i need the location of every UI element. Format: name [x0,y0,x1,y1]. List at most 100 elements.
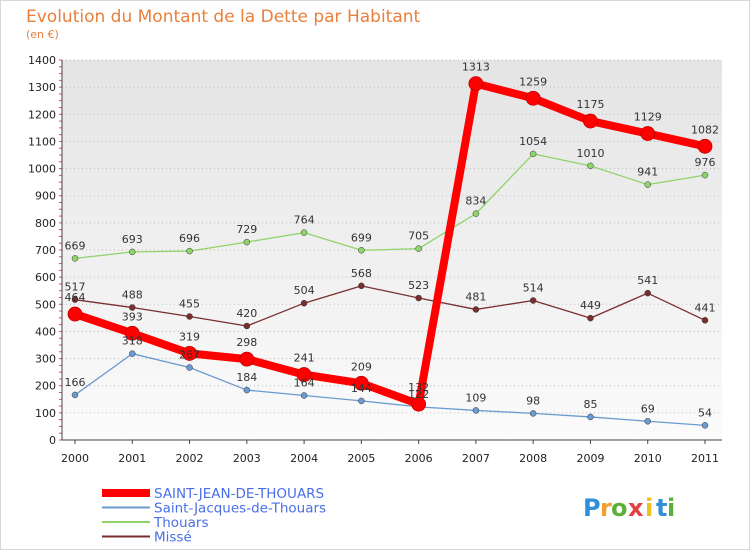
data-point [243,386,251,394]
data-point [243,238,251,246]
data-label: 834 [465,195,486,208]
y-tick-label: 200 [35,380,56,393]
data-point [411,396,427,412]
data-point [358,397,365,405]
series-line [73,79,706,409]
data-label: 267 [179,349,200,362]
data-point [300,299,308,307]
data-label: 523 [408,279,429,292]
data-point [239,351,255,367]
x-tick-label: 2000 [61,452,89,465]
y-tick-label: 500 [35,298,56,311]
data-point [71,391,79,399]
data-label: 696 [179,232,200,245]
data-label: 54 [698,406,712,419]
y-tick-label: 1300 [28,81,56,94]
data-label: 729 [236,223,257,236]
data-label: 98 [526,394,540,407]
data-label: 1259 [519,75,547,88]
data-point [243,322,251,330]
data-point [644,418,651,425]
data-label: 132 [408,381,429,394]
data-label: 1129 [634,111,662,124]
data-label: 166 [65,376,86,389]
chart-subtitle: (en €) [26,28,59,41]
data-point [529,150,537,158]
data-point [129,248,136,256]
series-0 [67,76,713,412]
data-label: 504 [294,284,315,297]
data-label: 517 [65,281,86,294]
data-point [358,247,365,254]
data-point [186,247,193,255]
data-label: 420 [236,307,257,320]
data-point [701,422,709,429]
data-label: 941 [637,166,658,179]
data-point [71,255,79,262]
data-label: 318 [122,335,143,348]
logo-letter: o [611,494,628,522]
legend-label: Missé [154,530,192,546]
data-point [186,364,193,371]
data-label: 976 [695,156,716,169]
data-point [587,314,594,322]
data-label: 441 [695,301,716,314]
x-tick-label: 2004 [290,452,318,465]
y-tick-label: 900 [35,190,56,203]
series-line [74,353,706,426]
x-tick-label: 2009 [576,452,604,465]
data-label: 455 [179,298,200,311]
logo-letter: P [583,494,601,522]
y-tick-label: 0 [49,434,56,447]
y-tick-label: 700 [35,244,56,257]
legend-label: Saint-Jacques-de-Thouars [154,501,326,517]
data-label: 1054 [519,135,547,148]
data-point [644,289,651,297]
data-point [472,407,480,414]
legend: SAINT-JEAN-DE-THOUARSSaint-Jacques-de-Th… [102,486,326,546]
data-point [415,245,422,252]
data-point [587,413,594,421]
data-point [67,306,83,322]
data-point [697,138,713,154]
data-label: 1175 [576,98,604,111]
data-label: 568 [351,267,372,280]
data-label: 488 [122,289,143,302]
data-label: 184 [236,371,257,384]
logo-letter: x [628,494,644,522]
data-label: 541 [637,274,658,287]
logo-letter: i [645,494,653,522]
data-label: 514 [523,281,544,294]
data-point [129,350,136,357]
data-point [129,304,136,311]
x-tick-label: 2001 [118,452,146,465]
data-label: 464 [65,291,86,304]
data-point [186,313,193,320]
data-point [300,392,308,399]
x-tick-label: 2006 [405,452,433,465]
x-tick-label: 2007 [462,452,490,465]
data-label: 393 [122,310,143,323]
data-point [525,90,541,106]
series-3 [71,282,709,330]
data-label: 481 [465,290,486,303]
data-label: 669 [65,239,86,252]
y-tick-label: 1000 [28,163,56,176]
data-label: 705 [408,230,429,243]
data-label: 1313 [462,61,490,74]
data-point [587,162,594,170]
data-point [701,317,709,324]
y-tick-label: 1100 [28,135,56,148]
data-label: 319 [179,330,200,343]
data-point [701,171,709,179]
data-point [415,294,422,302]
series-line [74,285,706,327]
data-point [296,367,312,382]
y-tick-label: 300 [35,353,56,366]
axes: 0 100 200 300 400 500 600 700 800 900 1000 1100 1200… [28,54,722,465]
data-labels: 464 393 319 298 241 209 132 1313 1259 1175 1129 108… [65,61,720,420]
data-point [583,113,598,129]
data-label: 209 [351,360,372,373]
